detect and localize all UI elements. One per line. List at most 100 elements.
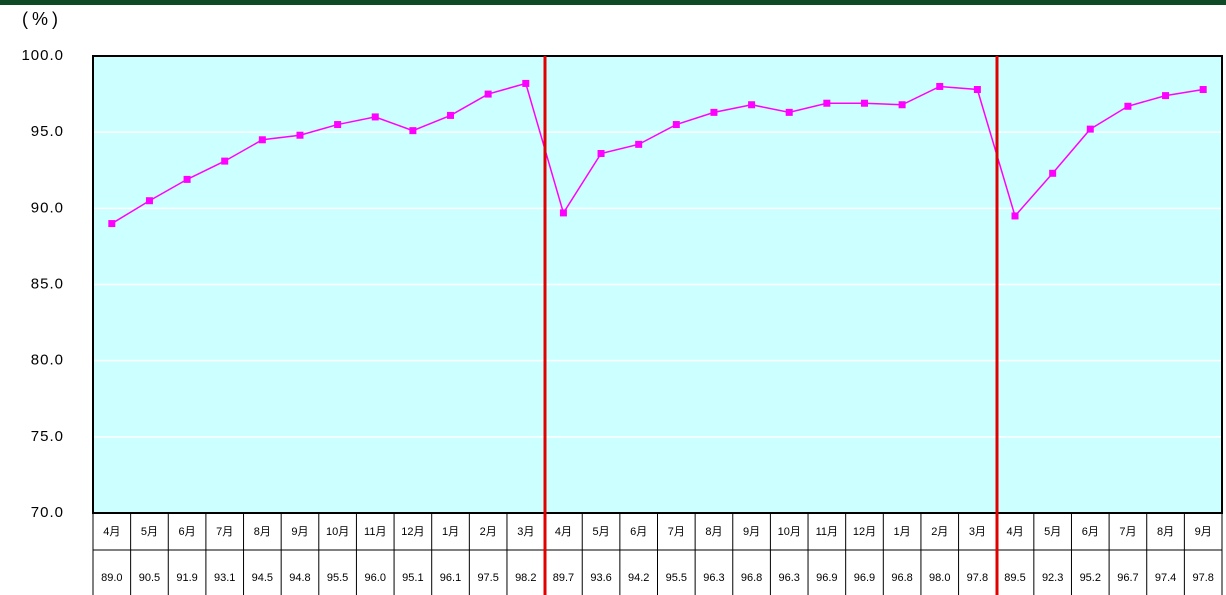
x-tick-label: 3月: [517, 526, 534, 538]
data-point: [635, 140, 643, 148]
data-point: [1086, 125, 1094, 133]
x-tick-label: 9月: [1195, 526, 1212, 538]
y-tick-label: 95.0: [31, 123, 64, 140]
x-tick-label: 1月: [442, 526, 459, 538]
data-point: [258, 136, 266, 144]
data-point: [785, 108, 793, 116]
data-point: [334, 121, 342, 129]
data-point: [296, 131, 304, 139]
data-label: 89.7: [553, 572, 574, 584]
y-tick-label: 100.0: [21, 47, 64, 64]
data-point: [108, 220, 116, 228]
data-label: 94.5: [252, 572, 273, 584]
x-tick-label: 9月: [743, 526, 760, 538]
x-tick-label: 9月: [291, 526, 308, 538]
data-point: [1011, 212, 1019, 220]
data-point: [898, 101, 906, 109]
data-label: 96.9: [854, 572, 875, 584]
x-tick-label: 5月: [592, 526, 609, 538]
data-label: 96.3: [703, 572, 724, 584]
y-axis-label: (%): [22, 9, 62, 29]
y-tick-label: 80.0: [31, 352, 64, 369]
x-tick-label: 8月: [1157, 526, 1174, 538]
data-label: 96.7: [1117, 572, 1138, 584]
data-point: [973, 86, 981, 94]
data-label: 93.6: [590, 572, 611, 584]
x-tick-label: 6月: [630, 526, 647, 538]
data-label: 96.3: [779, 572, 800, 584]
data-point: [1199, 86, 1207, 94]
x-tick-label: 4月: [1006, 526, 1023, 538]
data-label: 95.2: [1080, 572, 1101, 584]
data-label: 97.8: [967, 572, 988, 584]
y-tick-label: 70.0: [31, 504, 64, 521]
x-tick-label: 3月: [969, 526, 986, 538]
data-point: [672, 121, 680, 129]
data-point: [409, 127, 417, 135]
data-point: [860, 99, 868, 107]
data-label: 92.3: [1042, 572, 1063, 584]
x-tick-label: 5月: [1044, 526, 1061, 538]
data-label: 93.1: [214, 572, 235, 584]
x-tick-label: 12月: [853, 526, 876, 538]
x-tick-label: 4月: [555, 526, 572, 538]
data-label: 96.8: [741, 572, 762, 584]
x-tick-label: 11月: [364, 526, 386, 538]
data-point: [221, 157, 229, 165]
data-label: 96.9: [816, 572, 837, 584]
x-tick-label: 6月: [179, 526, 196, 538]
data-point: [559, 209, 567, 217]
x-tick-label: 7月: [668, 526, 685, 538]
data-point: [710, 108, 718, 116]
data-label: 89.5: [1004, 572, 1025, 584]
data-point: [371, 113, 379, 121]
data-point: [145, 197, 153, 205]
data-label: 91.9: [176, 572, 197, 584]
x-tick-label: 5月: [141, 526, 158, 538]
x-tick-label: 7月: [1119, 526, 1136, 538]
data-point: [936, 82, 944, 90]
data-point: [1162, 92, 1170, 100]
data-label: 94.8: [289, 572, 310, 584]
data-line: [111, 82, 1204, 225]
data-point: [1049, 169, 1057, 177]
x-tick-label: 2月: [931, 526, 948, 538]
data-label: 95.1: [402, 572, 423, 584]
data-label: 97.4: [1155, 572, 1176, 584]
data-point: [597, 149, 605, 157]
data-label: 95.5: [327, 572, 348, 584]
y-tick-label: 75.0: [31, 428, 64, 445]
y-tick-label: 85.0: [31, 275, 64, 292]
data-point: [748, 101, 756, 109]
data-point: [823, 99, 831, 107]
x-tick-label: 6月: [1082, 526, 1099, 538]
x-tick-label: 10月: [778, 526, 801, 538]
data-point: [484, 90, 492, 98]
x-tick-label: 12月: [401, 526, 424, 538]
data-point: [522, 79, 530, 87]
x-tick-label: 10月: [326, 526, 349, 538]
top-bar: [0, 0, 1226, 5]
x-tick-label: 7月: [216, 526, 233, 538]
data-label: 96.1: [440, 572, 461, 584]
x-tick-label: 1月: [894, 526, 911, 538]
x-tick-label: 2月: [480, 526, 497, 538]
data-label: 97.5: [477, 572, 498, 584]
data-label: 98.2: [515, 572, 536, 584]
data-label: 96.0: [365, 572, 386, 584]
data-label: 96.8: [891, 572, 912, 584]
data-point: [447, 111, 455, 119]
data-label: 94.2: [628, 572, 649, 584]
x-tick-label: 8月: [705, 526, 722, 538]
data-label: 98.0: [929, 572, 950, 584]
x-tick-label: 8月: [254, 526, 271, 538]
data-point: [1124, 102, 1132, 110]
data-label: 89.0: [101, 572, 122, 584]
x-tick-label: 11月: [816, 526, 838, 538]
data-label: 97.8: [1192, 572, 1213, 584]
y-tick-label: 90.0: [31, 199, 64, 216]
data-point: [183, 175, 191, 183]
data-label: 90.5: [139, 572, 160, 584]
x-tick-label: 4月: [103, 526, 120, 538]
